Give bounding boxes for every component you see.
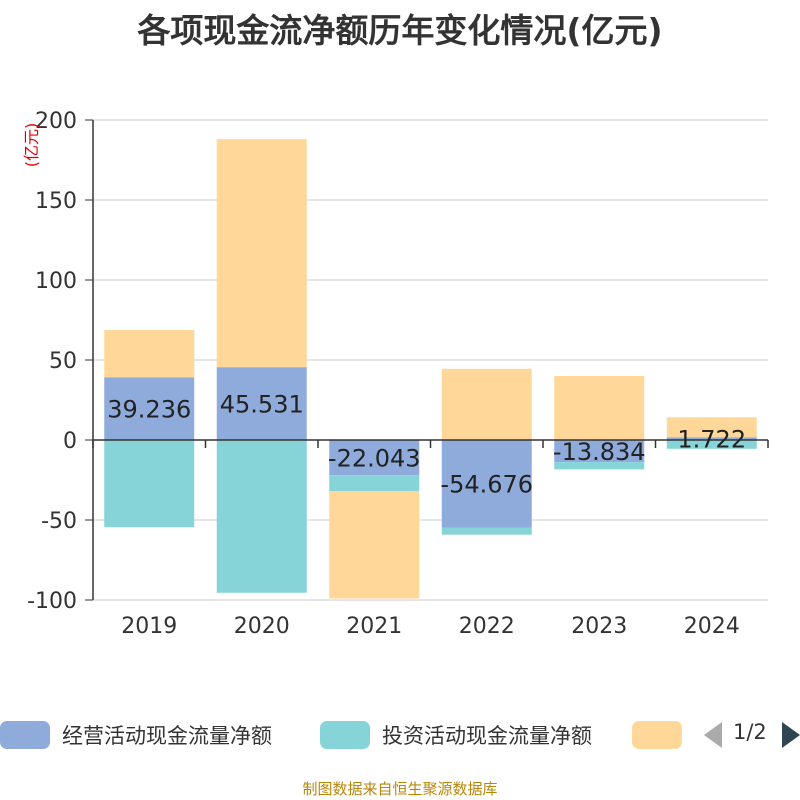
x-tick-label: 2024 [684, 614, 740, 639]
bar-series-2-2022 [441, 368, 532, 440]
data-label-2020: 45.531 [220, 391, 304, 419]
data-label-2021: -22.043 [328, 445, 421, 473]
bar-series-2-2023 [554, 376, 645, 440]
bar-series-0-2019 [104, 377, 195, 440]
bar-series-2-2024 [666, 417, 757, 438]
legend-swatch-financing [632, 721, 682, 749]
legend-item-investing[interactable]: 投资活动现金流量净额 [320, 716, 592, 754]
bar-series-1-2020 [216, 440, 307, 593]
bar-series-1-2023 [554, 462, 645, 470]
data-label-2023: -13.834 [553, 438, 646, 466]
bar-series-0-2021 [329, 440, 420, 476]
bar-series-2-2020 [216, 139, 307, 368]
bar-series-2-2021 [329, 491, 420, 599]
y-tick-label: 0 [63, 429, 77, 454]
bar-series-1-2019 [104, 440, 195, 528]
bar-series-0-2020 [216, 367, 307, 440]
legend-page-indicator: 1/2 [733, 720, 767, 744]
legend-label-operating: 经营活动现金流量净额 [62, 724, 272, 748]
source-note: 制图数据来自恒生聚源数据库 [302, 780, 498, 798]
x-tick-label: 2023 [571, 614, 627, 639]
y-tick-label: 50 [49, 349, 77, 374]
legend-swatch-operating [0, 721, 50, 749]
bar-series-0-2022 [441, 440, 532, 528]
legend-item-financing[interactable] [632, 716, 694, 754]
legend-pager: 1/2 [700, 718, 800, 752]
x-tick-label: 2020 [234, 614, 290, 639]
bar-series-2-2019 [104, 330, 195, 378]
chart-title: 各项现金流净额历年变化情况(亿元) [137, 11, 663, 50]
legend-item-operating[interactable]: 经营活动现金流量净额 [0, 716, 272, 754]
y-tick-label: 150 [35, 189, 77, 214]
chart: -100 -50 0 50 100 150 200(亿元) 2019 2020 2021 2022 2… [22, 109, 769, 639]
x-tick-label: 2022 [459, 614, 515, 639]
x-tick-label: 2021 [346, 614, 402, 639]
bar-series-0-2023 [554, 440, 645, 463]
y-tick-label: 100 [35, 269, 77, 294]
bar-series-1-2021 [329, 475, 420, 492]
legend-swatch-investing [320, 721, 370, 749]
data-label-2019: 39.236 [107, 396, 191, 424]
data-label-2022: -54.676 [440, 471, 533, 499]
x-tick-label: 2019 [121, 614, 177, 639]
bar-series-1-2022 [441, 527, 532, 535]
y-tick-label: 200 [35, 109, 77, 134]
bar-series-1-2024 [666, 440, 757, 449]
y-unit-label: (亿元) [22, 123, 41, 168]
bar-series-0-2024 [666, 437, 757, 440]
data-label-2024: 1.722 [677, 426, 746, 454]
y-tick-label: -50 [41, 509, 77, 534]
y-tick-label: -100 [27, 589, 77, 614]
prev-page-icon[interactable] [702, 720, 724, 750]
legend-label-investing: 投资活动现金流量净额 [382, 724, 592, 748]
next-page-icon[interactable] [780, 720, 800, 750]
legend: 经营活动现金流量净额 投资活动现金流量净额 1/2 [0, 716, 800, 754]
